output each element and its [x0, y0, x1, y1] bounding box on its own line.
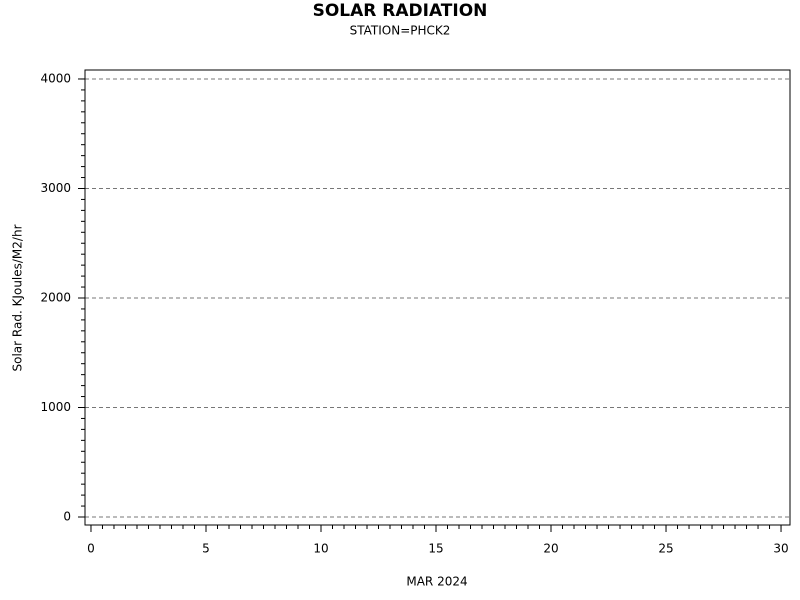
chart-title: SOLAR RADIATION [313, 1, 488, 21]
chart-subtitle: STATION=PHCK2 [350, 24, 451, 38]
x-tick-label: 5 [202, 542, 210, 556]
x-tick-label: 20 [543, 542, 558, 556]
y-tick-label: 4000 [40, 71, 71, 85]
x-tick-label: 0 [87, 542, 95, 556]
y-tick-label: 3000 [40, 181, 71, 195]
y-tick-label: 2000 [40, 290, 71, 304]
y-axis-label: Solar Rad. KJoules/M2/hr [11, 224, 25, 371]
x-tick-label: 25 [658, 542, 673, 556]
plot-frame [84, 69, 791, 526]
y-tick-label: 0 [63, 510, 71, 524]
x-axis-label: MAR 2024 [406, 575, 467, 589]
x-tick-label: 10 [313, 542, 328, 556]
y-tick-label: 1000 [40, 400, 71, 414]
x-tick-label: 30 [773, 542, 788, 556]
x-tick-label: 15 [428, 542, 443, 556]
